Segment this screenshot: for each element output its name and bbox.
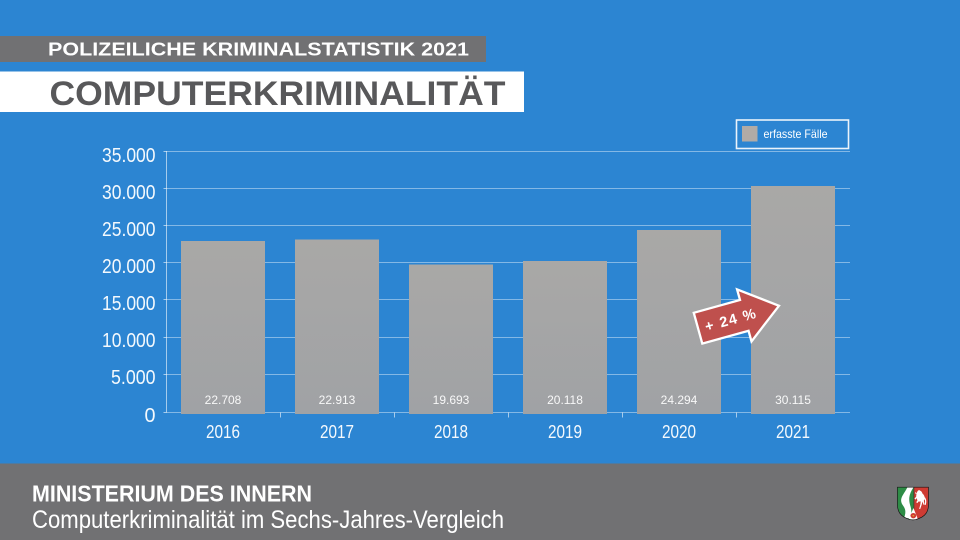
svg-text:22.913: 22.913 <box>319 393 356 407</box>
svg-text:0: 0 <box>145 405 156 427</box>
svg-text:20.000: 20.000 <box>102 256 156 278</box>
svg-text:35.000: 35.000 <box>102 145 156 167</box>
svg-text:25.000: 25.000 <box>102 219 156 241</box>
svg-text:POLIZEILICHE KRIMINALSTATISTIK: POLIZEILICHE KRIMINALSTATISTIK 2021 <box>48 40 469 60</box>
svg-text:2016: 2016 <box>206 422 240 442</box>
svg-text:2019: 2019 <box>548 422 582 442</box>
svg-text:19.693: 19.693 <box>433 393 470 407</box>
svg-text:MINISTERIUM DES INNERN: MINISTERIUM DES INNERN <box>32 481 312 507</box>
svg-text:2018: 2018 <box>434 422 468 442</box>
svg-text:2020: 2020 <box>662 422 696 442</box>
svg-text:10.000: 10.000 <box>102 330 156 352</box>
svg-text:erfasste Fälle: erfasste Fälle <box>764 127 828 141</box>
svg-text:24.294: 24.294 <box>661 393 698 407</box>
svg-text:5.000: 5.000 <box>111 367 156 389</box>
svg-text:2017: 2017 <box>320 422 354 442</box>
svg-text:22.708: 22.708 <box>205 393 242 407</box>
svg-text:2021: 2021 <box>776 422 810 442</box>
svg-text:20.118: 20.118 <box>547 393 583 407</box>
svg-text:Computerkriminalität im Sechs-: Computerkriminalität im Sechs-Jahres-Ver… <box>32 506 504 534</box>
svg-text:30.000: 30.000 <box>102 182 156 204</box>
svg-text:15.000: 15.000 <box>102 293 156 315</box>
svg-text:30.115: 30.115 <box>775 393 811 407</box>
svg-text:COMPUTERKRIMINALITÄT: COMPUTERKRIMINALITÄT <box>50 75 506 113</box>
